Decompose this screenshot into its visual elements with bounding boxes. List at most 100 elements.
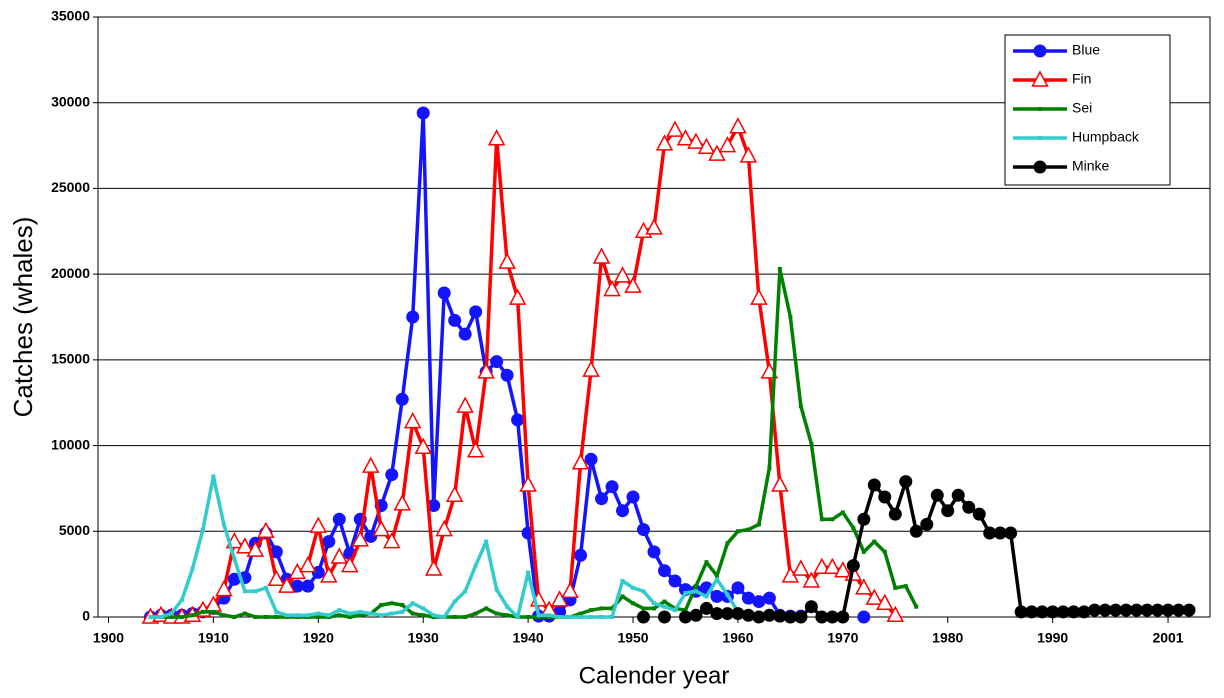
data-point — [301, 579, 315, 593]
data-point — [362, 456, 380, 473]
data-point — [631, 585, 636, 590]
data-point — [693, 589, 698, 594]
data-point — [899, 475, 913, 489]
data-point — [424, 559, 443, 576]
data-point — [798, 404, 803, 409]
data-point — [893, 585, 898, 590]
data-point — [236, 537, 254, 554]
data-point — [657, 610, 671, 624]
data-point — [872, 539, 877, 544]
data-point — [823, 557, 842, 575]
y-tick-label: 20000 — [51, 265, 90, 281]
data-point — [158, 615, 163, 619]
data-point — [652, 601, 656, 606]
data-point — [347, 615, 352, 619]
data-point — [983, 526, 997, 540]
data-point — [714, 573, 719, 578]
data-point — [414, 437, 432, 455]
data-point — [662, 604, 667, 609]
series-line — [150, 124, 897, 619]
data-point — [232, 615, 237, 619]
data-point — [710, 589, 724, 603]
data-point — [735, 529, 740, 534]
data-point — [846, 559, 860, 573]
data-point — [714, 577, 719, 582]
data-point — [389, 611, 394, 616]
data-point — [215, 579, 233, 597]
data-point — [647, 545, 661, 559]
data-point — [253, 615, 258, 619]
data-point — [578, 611, 583, 616]
data-point — [1098, 603, 1112, 617]
data-point — [269, 545, 283, 559]
data-point — [200, 527, 205, 532]
data-point — [574, 548, 588, 562]
data-point — [322, 535, 336, 549]
x-tick-label: 1960 — [722, 630, 753, 646]
data-point — [169, 615, 174, 619]
data-point — [920, 517, 934, 531]
data-point — [616, 504, 630, 518]
legend-label: Fin — [1072, 71, 1091, 87]
data-point — [637, 523, 651, 537]
y-tick-label: 15000 — [51, 351, 90, 367]
data-point — [526, 570, 531, 575]
data-point — [1077, 605, 1091, 619]
data-point — [610, 615, 615, 619]
data-point — [190, 567, 195, 571]
data-point — [382, 531, 401, 549]
y-tick-label: 5000 — [59, 522, 90, 538]
data-point — [484, 606, 489, 611]
data-point — [741, 591, 755, 605]
data-point — [341, 555, 359, 573]
data-point — [416, 106, 430, 120]
data-point — [221, 522, 226, 527]
data-point — [211, 474, 216, 479]
data-point — [427, 499, 441, 513]
data-point — [437, 286, 451, 300]
data-point — [641, 589, 646, 594]
data-point — [1025, 605, 1039, 619]
data-point — [505, 604, 510, 609]
data-point — [725, 592, 730, 597]
data-point — [442, 615, 447, 619]
data-point — [666, 120, 684, 137]
data-point — [676, 129, 695, 146]
data-point — [452, 599, 457, 604]
data-point — [200, 609, 205, 614]
data-point — [1088, 603, 1102, 617]
data-point — [882, 549, 887, 554]
data-point — [179, 615, 184, 619]
data-point — [400, 603, 405, 607]
data-point — [592, 247, 611, 264]
y-tick-label: 25000 — [51, 179, 90, 195]
data-point — [855, 578, 873, 595]
data-point — [1014, 605, 1028, 619]
data-point — [613, 266, 632, 283]
data-point — [547, 613, 552, 618]
data-point — [788, 315, 793, 319]
data-point — [836, 610, 850, 624]
data-point — [379, 613, 384, 618]
data-point — [320, 566, 338, 583]
data-point — [631, 601, 636, 606]
data-point — [699, 601, 713, 615]
data-point — [368, 611, 373, 616]
data-point — [683, 608, 688, 613]
data-point — [1172, 603, 1186, 617]
data-point — [406, 310, 420, 324]
data-point — [888, 507, 902, 521]
data-point — [599, 606, 604, 611]
data-point — [878, 490, 892, 504]
data-point — [519, 475, 537, 492]
data-point — [930, 488, 944, 502]
data-point — [1035, 605, 1049, 619]
data-point — [605, 480, 619, 494]
data-point — [557, 615, 562, 619]
legend-label: Sei — [1072, 100, 1092, 116]
data-point — [526, 615, 531, 619]
data-point — [515, 615, 520, 619]
data-point — [693, 584, 698, 589]
x-tick-label: 1920 — [303, 630, 334, 646]
data-point — [962, 500, 976, 514]
